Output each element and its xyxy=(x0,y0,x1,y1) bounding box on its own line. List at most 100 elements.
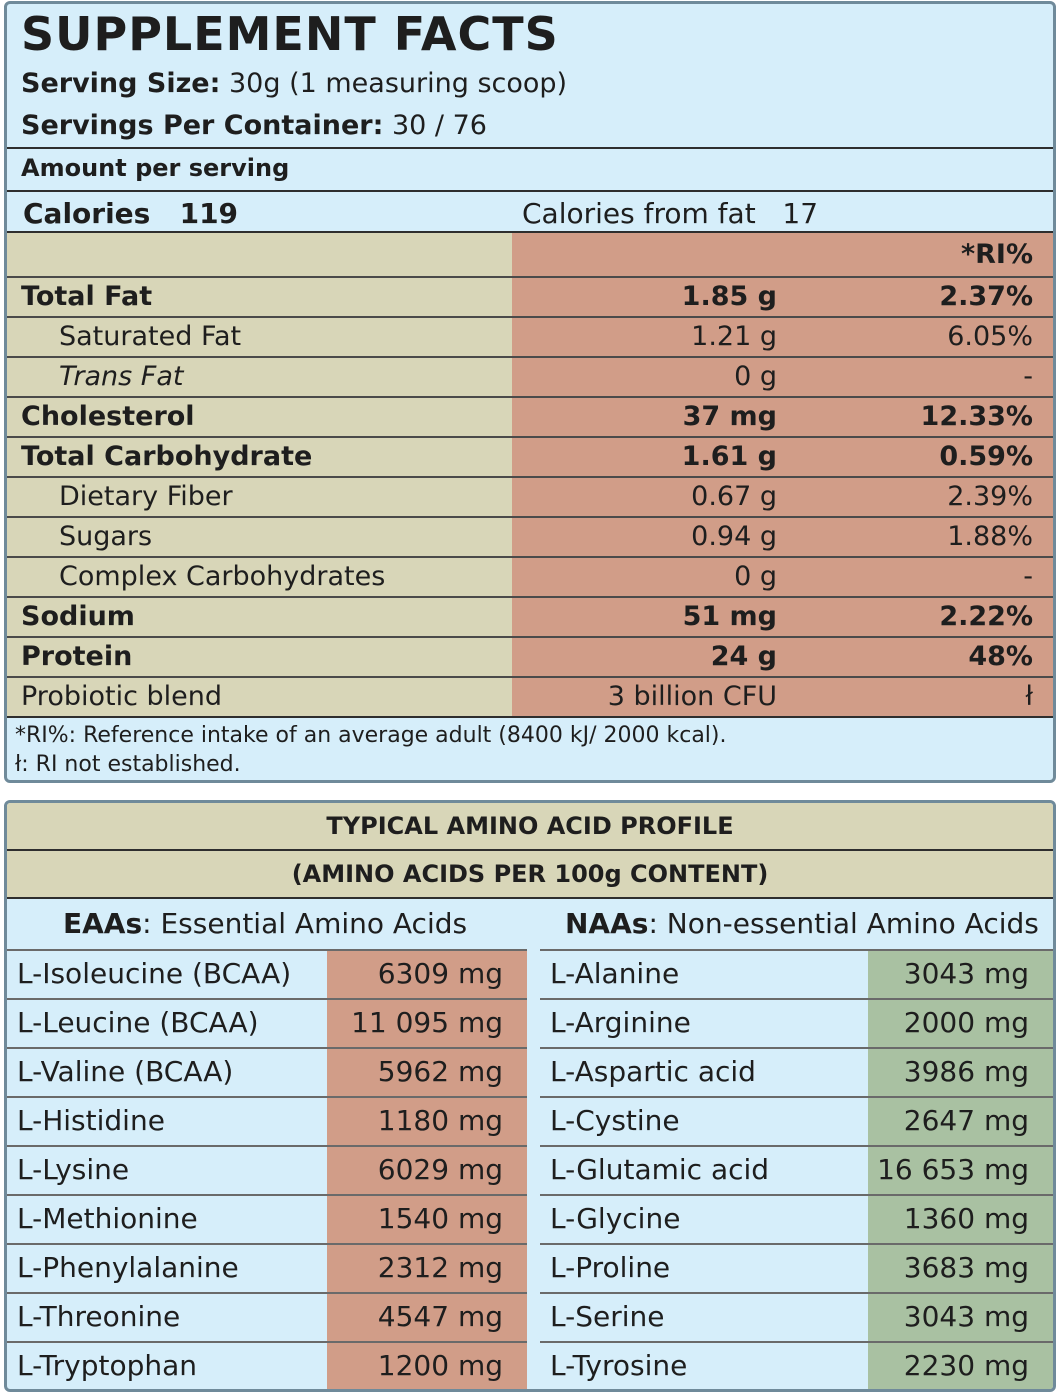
amino-name: L-Leucine (BCAA) xyxy=(17,1006,259,1039)
nutrient-amount: 37 mg xyxy=(512,398,791,436)
nutrient-amount: 3 billion CFU xyxy=(512,678,791,718)
amino-value: 3683 mg xyxy=(868,1245,1053,1292)
ri-header: *RI% xyxy=(791,233,1053,276)
naa-label: : Non-essential Amino Acids xyxy=(648,907,1039,940)
facts-title: SUPPLEMENT FACTS xyxy=(21,7,559,61)
footnote-ri-not-established: ł: RI not established. xyxy=(15,752,241,777)
nutrient-name: Trans Fat xyxy=(7,358,512,396)
supplement-facts-panel: SUPPLEMENT FACTS Serving Size: 30g (1 me… xyxy=(4,1,1056,783)
amino-value: 2230 mg xyxy=(868,1343,1053,1389)
nutrient-amount: 1.21 g xyxy=(512,318,791,356)
amino-value: 6029 mg xyxy=(327,1147,527,1194)
amino-name: L-Glutamic acid xyxy=(550,1153,770,1186)
calories-from-fat-label: Calories from fat xyxy=(522,197,756,230)
nutrient-row-probiotic-blend: Probiotic blend 3 billion CFU ł xyxy=(7,678,1053,718)
divider xyxy=(7,897,1053,899)
amino-value: 1540 mg xyxy=(327,1196,527,1243)
nutrient-name: Dietary Fiber xyxy=(7,478,512,516)
amino-name: L-Arginine xyxy=(550,1006,691,1039)
naa-heading: NAAs: Non-essential Amino Acids xyxy=(565,903,1039,945)
amino-name: L-Phenylalanine xyxy=(17,1251,239,1284)
amino-name: L-Tryptophan xyxy=(17,1349,198,1382)
eaa-row: L-Histidine 1180 mg xyxy=(7,1096,527,1145)
nutrient-ri: 2.39% xyxy=(791,478,1053,516)
nutrient-name: Cholesterol xyxy=(7,398,512,436)
serving-size: Serving Size: 30g (1 measuring scoop) xyxy=(21,66,567,102)
eaa-row: L-Lysine 6029 mg xyxy=(7,1145,527,1194)
amino-value: 1180 mg xyxy=(327,1098,527,1145)
amino-value: 5962 mg xyxy=(327,1049,527,1096)
nutrient-row-sodium: Sodium 51 mg 2.22% xyxy=(7,598,1053,638)
amino-name: L-Glycine xyxy=(550,1202,681,1235)
amino-name: L-Aspartic acid xyxy=(550,1055,756,1088)
amino-value: 11 095 mg xyxy=(327,1000,527,1047)
nutrient-amount: 0.94 g xyxy=(512,518,791,556)
nutrient-name: Sodium xyxy=(7,598,512,636)
naa-row: L-Tyrosine 2230 mg xyxy=(540,1341,1053,1389)
naa-row: L-Alanine 3043 mg xyxy=(540,949,1053,998)
naa-row: L-Glutamic acid 16 653 mg xyxy=(540,1145,1053,1194)
nutrient-name: Total Carbohydrate xyxy=(7,438,512,476)
eaa-abbr: EAAs xyxy=(63,907,143,940)
nutrient-amount: 0 g xyxy=(512,558,791,596)
eaa-row: L-Valine (BCAA) 5962 mg xyxy=(7,1047,527,1096)
amino-value: 4547 mg xyxy=(327,1294,527,1341)
amino-value: 16 653 mg xyxy=(868,1147,1053,1194)
calories-from-fat: Calories from fat 17 xyxy=(522,194,818,234)
nutrient-row-total-fat: Total Fat 1.85 g 2.37% xyxy=(7,278,1053,318)
nutrient-ri: 1.88% xyxy=(791,518,1053,556)
eaa-row: L-Threonine 4547 mg xyxy=(7,1292,527,1341)
amount-per-serving: Amount per serving xyxy=(21,154,290,182)
nutrient-ri: ł xyxy=(791,678,1053,718)
calories: Calories 119 xyxy=(23,194,238,234)
amino-name: L-Valine (BCAA) xyxy=(17,1055,234,1088)
amino-value: 2312 mg xyxy=(327,1245,527,1292)
eaa-row: L-Isoleucine (BCAA) 6309 mg xyxy=(7,949,527,998)
amino-name: L-Tyrosine xyxy=(550,1349,688,1382)
amino-name: L-Isoleucine (BCAA) xyxy=(17,957,292,990)
nutrient-row-dietary-fiber: Dietary Fiber 0.67 g 2.39% xyxy=(7,478,1053,518)
nutrient-name: Probiotic blend xyxy=(7,678,512,718)
nutrient-name: Total Fat xyxy=(7,278,512,316)
nutrient-header-row: *RI% xyxy=(7,233,1053,278)
naa-row: L-Cystine 2647 mg xyxy=(540,1096,1053,1145)
servings-per-container: Servings Per Container: 30 / 76 xyxy=(21,108,487,144)
divider xyxy=(7,147,1053,149)
amino-name: L-Methionine xyxy=(17,1202,198,1235)
nutrient-row-trans-fat: Trans Fat 0 g - xyxy=(7,358,1053,398)
amino-value: 3986 mg xyxy=(868,1049,1053,1096)
footnote-ri: *RI%: Reference intake of an average adu… xyxy=(15,723,727,748)
divider xyxy=(7,849,1053,851)
naa-abbr: NAAs xyxy=(565,907,649,940)
nutrient-table: *RI% Total Fat 1.85 g 2.37% Saturated Fa… xyxy=(7,233,1053,718)
eaa-row: L-Leucine (BCAA) 11 095 mg xyxy=(7,998,527,1047)
amino-value: 6309 mg xyxy=(327,951,527,998)
nutrient-amount: 1.85 g xyxy=(512,278,791,316)
nutrient-ri: - xyxy=(791,358,1053,396)
amino-value: 2647 mg xyxy=(868,1098,1053,1145)
nutrient-amount: 0 g xyxy=(512,358,791,396)
amino-name: L-Threonine xyxy=(17,1300,181,1333)
nutrient-row-cholesterol: Cholesterol 37 mg 12.33% xyxy=(7,398,1053,438)
nutrient-ri: 2.22% xyxy=(791,598,1053,636)
divider xyxy=(7,231,1053,233)
serving-size-value: 30g (1 measuring scoop) xyxy=(229,68,568,99)
nutrient-ri: 12.33% xyxy=(791,398,1053,436)
naa-row: L-Arginine 2000 mg xyxy=(540,998,1053,1047)
naa-row: L-Aspartic acid 3986 mg xyxy=(540,1047,1053,1096)
nutrient-row-complex-carbohydrates: Complex Carbohydrates 0 g - xyxy=(7,558,1053,598)
calories-from-fat-value: 17 xyxy=(782,197,819,230)
nutrient-ri: 2.37% xyxy=(791,278,1053,316)
amino-value: 1360 mg xyxy=(868,1196,1053,1243)
nutrient-ri: - xyxy=(791,558,1053,596)
nutrient-row-saturated-fat: Saturated Fat 1.21 g 6.05% xyxy=(7,318,1053,358)
amino-name: L-Lysine xyxy=(17,1153,130,1186)
eaa-table: L-Isoleucine (BCAA) 6309 mg L-Leucine (BC… xyxy=(7,949,527,1389)
naa-row: L-Proline 3683 mg xyxy=(540,1243,1053,1292)
naa-row: L-Glycine 1360 mg xyxy=(540,1194,1053,1243)
amino-value: 1200 mg xyxy=(327,1343,527,1389)
nutrient-name: Protein xyxy=(7,638,512,676)
nutrient-amount: 51 mg xyxy=(512,598,791,636)
nutrient-row-total-carbohydrate: Total Carbohydrate 1.61 g 0.59% xyxy=(7,438,1053,478)
amino-name: L-Serine xyxy=(550,1300,665,1333)
